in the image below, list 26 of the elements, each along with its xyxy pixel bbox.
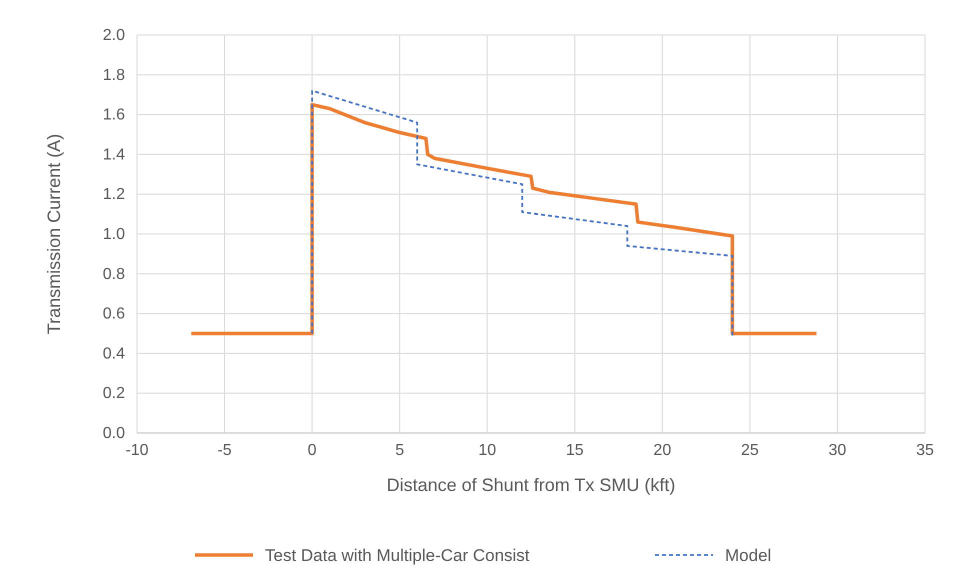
line-series: [311, 90, 734, 336]
y-tick-label: 1.2: [102, 186, 126, 204]
x-tick-label: 0: [308, 442, 317, 459]
x-tick-label: 25: [740, 442, 759, 459]
y-tick-label: 0.2: [102, 385, 126, 402]
x-axis-title: Distance of Shunt from Tx SMU (kft): [386, 475, 676, 495]
y-axis-title: Transmission Current (A): [44, 134, 64, 334]
y-tick-label: 2.0: [102, 27, 126, 44]
x-tick-label: 15: [566, 442, 584, 459]
y-tick-label: 0.6: [102, 306, 126, 323]
y-tick-label: 0.8: [102, 266, 126, 283]
x-tick-label: 5: [395, 442, 404, 459]
x-tick-label: 35: [916, 442, 934, 459]
x-tick-label: 10: [478, 442, 496, 459]
legend-label: Test Data with Multiple-Car Consist: [265, 546, 530, 565]
x-tick-label: -10: [125, 442, 149, 459]
x-tick-label: 20: [653, 442, 672, 459]
y-tick-label: 1.6: [102, 106, 126, 124]
x-tick-label: 30: [828, 442, 846, 459]
y-tick-label: 1.4: [102, 146, 126, 164]
y-tick-label: 0.0: [102, 425, 126, 442]
y-tick-label: 0.4: [102, 345, 126, 362]
x-tick-label: -5: [217, 442, 232, 459]
y-tick-label: 1.8: [102, 66, 126, 84]
y-tick-label: 1.0: [102, 226, 126, 243]
legend-label: Model: [725, 546, 772, 565]
